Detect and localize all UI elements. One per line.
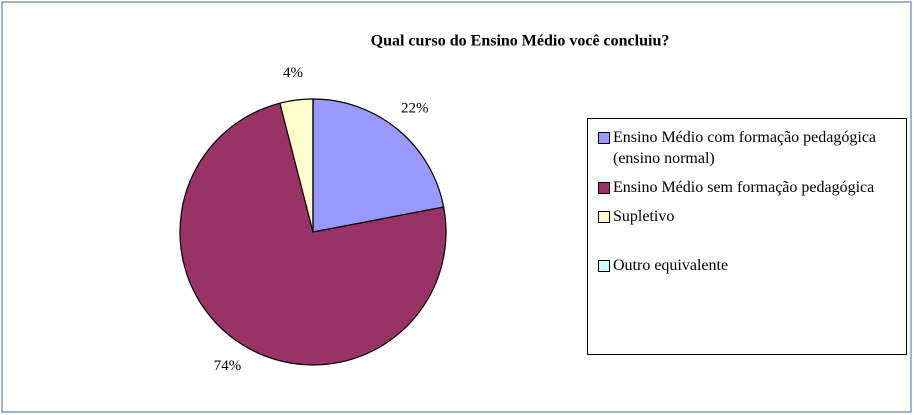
legend-swatch <box>598 182 610 194</box>
chart-title: Qual curso do Ensino Médio você concluiu… <box>371 33 670 50</box>
pie-slice <box>179 102 447 366</box>
legend-label: Ensino Médio sem formação pedagógica <box>613 179 875 196</box>
legend-label: Outro equivalente <box>613 257 729 274</box>
legend-label: Supletivo <box>613 208 675 225</box>
data-label: 74% <box>214 358 242 374</box>
legend-swatch <box>598 260 610 272</box>
legend-item: Ensino Médio sem formação pedagógica <box>598 177 898 198</box>
legend-swatch <box>598 132 610 144</box>
legend-item: Supletivo <box>598 206 898 227</box>
pie-slice <box>312 98 445 233</box>
legend-swatch <box>598 211 610 223</box>
legend-item: Outro equivalente <box>598 255 898 276</box>
data-label: 22% <box>401 100 429 116</box>
legend-label: Ensino Médio com formação pedagógica (en… <box>613 129 877 167</box>
data-label: 4% <box>283 65 303 81</box>
legend-item: Ensino Médio com formação pedagógica (en… <box>598 127 898 169</box>
legend: Ensino Médio com formação pedagógica (en… <box>587 118 907 355</box>
